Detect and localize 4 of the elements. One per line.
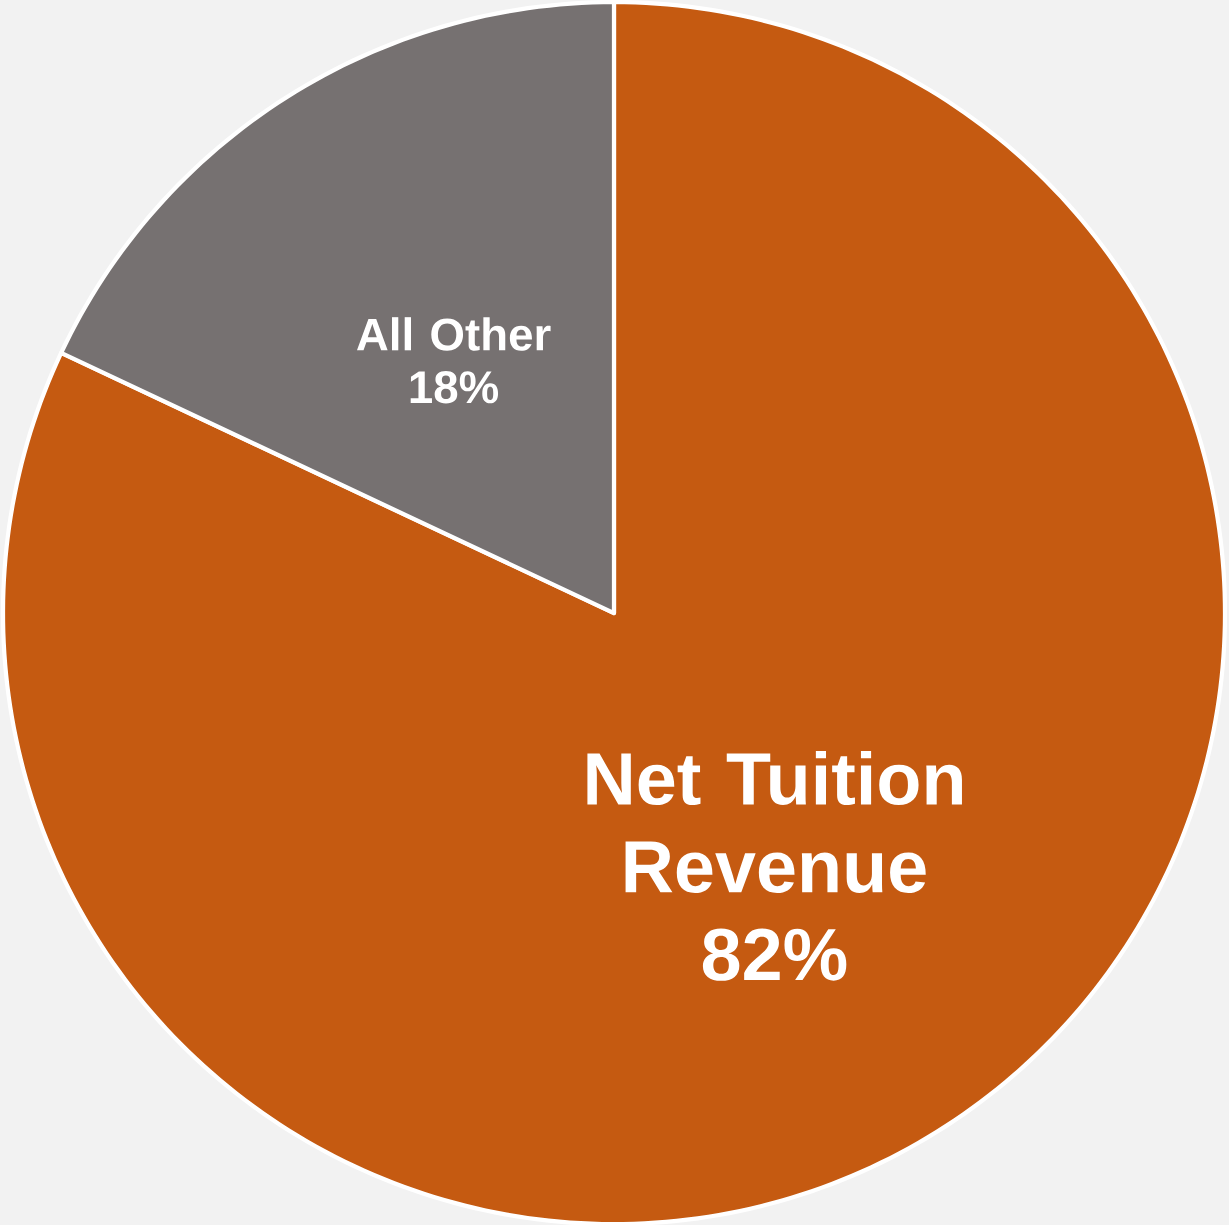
data-label: 82% — [702, 928, 847, 981]
slice-label: All Other — [356, 317, 551, 351]
slice-label: Net Tuition Revenue — [587, 750, 962, 893]
data-label: 18% — [410, 371, 499, 404]
